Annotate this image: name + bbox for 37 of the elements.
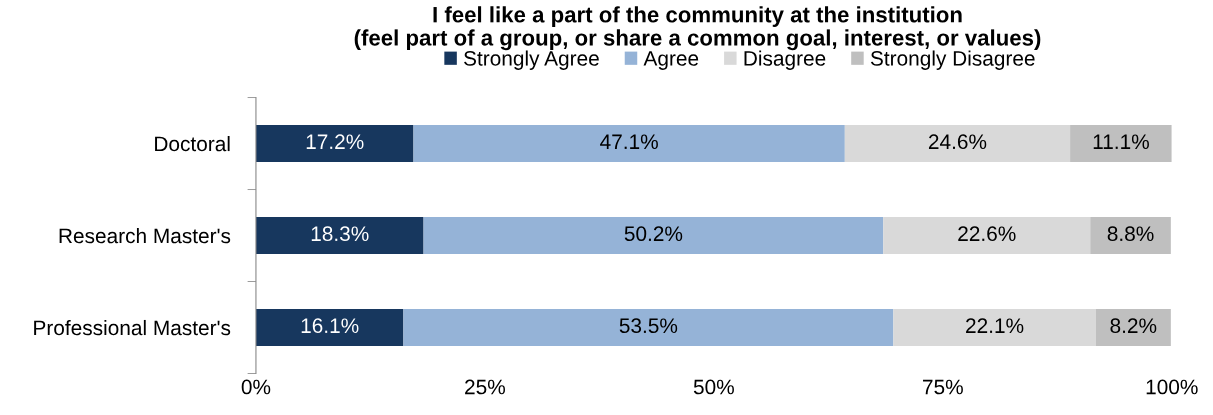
- x-tick-label: 75%: [923, 379, 963, 395]
- bar: [1070, 125, 1172, 162]
- data-label: 8.8%: [1107, 226, 1154, 242]
- bar: [1095, 309, 1171, 346]
- data-label: 8.2%: [1110, 318, 1157, 334]
- data-label: 24.6%: [928, 134, 987, 150]
- bar: [413, 125, 845, 162]
- data-label: 22.1%: [966, 318, 1024, 334]
- bar: [255, 125, 414, 162]
- x-tick-label: 0%: [241, 379, 271, 395]
- chart-title: I feel like a part of the community at the institution (feel part of a group, or share a common goal, interest, or values): [354, 6, 1041, 51]
- x-tick-label: 100%: [1146, 379, 1198, 395]
- data-label: 50.2%: [624, 226, 683, 242]
- bar: [844, 125, 1071, 162]
- x-tick-label: 50%: [693, 379, 734, 395]
- y-tick-label: Professional Master's: [34, 319, 231, 336]
- bar: [255, 217, 424, 254]
- data-label: 17.2%: [306, 134, 364, 150]
- y-tick-label: Doctoral: [155, 135, 230, 152]
- data-label: 11.1%: [1093, 134, 1149, 150]
- y-tick-label: Research Master's: [59, 227, 231, 244]
- x-tick-label: 25%: [465, 379, 505, 395]
- bar: [883, 217, 1091, 254]
- data-label: 18.3%: [311, 226, 369, 242]
- bar: [893, 309, 1096, 346]
- bar: [255, 309, 404, 346]
- legend-label: Disagree: [744, 50, 826, 70]
- legend-label: Strongly Disagree: [870, 50, 1035, 70]
- data-label: 53.5%: [619, 318, 678, 334]
- legend-label: Agree: [643, 51, 699, 70]
- data-label: 22.6%: [958, 226, 1016, 242]
- bar: [403, 309, 894, 346]
- bar: [1090, 217, 1171, 254]
- legend-label: Strongly Agree: [464, 50, 599, 70]
- bar: [423, 217, 884, 254]
- data-label: 16.1%: [301, 318, 359, 334]
- data-label: 47.1%: [600, 134, 658, 150]
